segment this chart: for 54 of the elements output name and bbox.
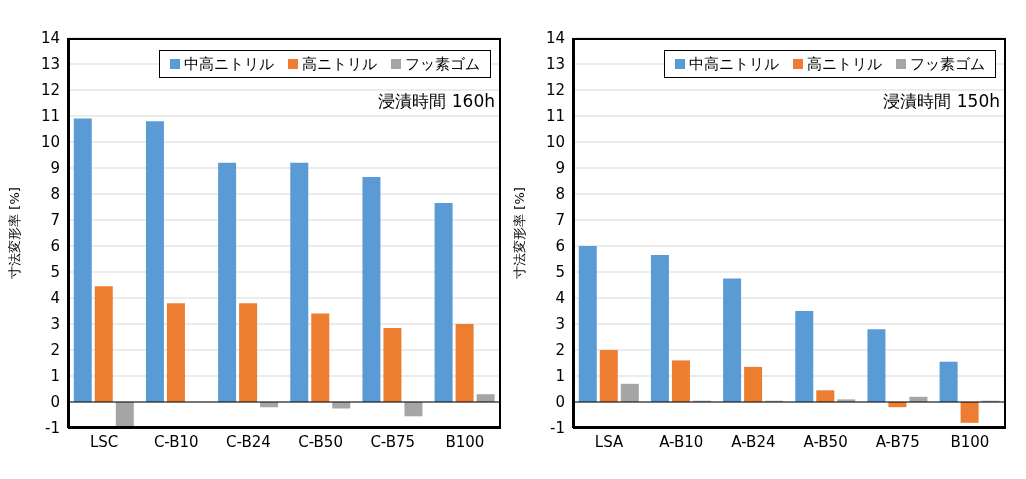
legend-label: 高ニトリル	[301, 54, 377, 74]
y-tick-label: 3	[50, 315, 60, 334]
y-tick-label: 7	[555, 211, 565, 230]
y-tick-label: 12	[545, 81, 565, 100]
y-tick-label: 10	[40, 133, 60, 152]
y-tick-label: 2	[555, 341, 565, 360]
y-tick-label: 6	[50, 237, 60, 256]
y-tick-label: 1	[50, 367, 60, 386]
y-tick-label: 14	[545, 29, 565, 48]
y-axis-title: 寸法変形率 [%]	[511, 187, 527, 279]
y-tick-label: 9	[50, 159, 60, 178]
y-tick-label: 1	[555, 367, 565, 386]
y-tick-label: 5	[50, 263, 60, 282]
y-tick-label: 14	[40, 29, 60, 48]
y-tick-label: 7	[50, 211, 60, 230]
x-tick-label: LSC	[89, 432, 119, 451]
y-tick-label: -1	[550, 419, 565, 438]
annotation: 浸漬時間 150h	[883, 90, 1000, 113]
legend-label: フッ素ゴム	[404, 54, 480, 74]
legend-label: 中高ニトリル	[688, 54, 779, 74]
y-tick-label: 4	[555, 289, 565, 308]
y-tick-label: 10	[545, 133, 565, 152]
y-tick-label: 4	[50, 289, 60, 308]
y-tick-label: 0	[50, 393, 60, 412]
y-tick-label: 11	[40, 107, 60, 126]
y-tick-label: 5	[555, 263, 565, 282]
x-tick-label: A-B75	[875, 432, 920, 451]
x-tick-label: A-B24	[731, 432, 776, 451]
y-tick-label: 13	[40, 55, 60, 74]
y-axis-title: 寸法変形率 [%]	[6, 187, 22, 279]
y-tick-label: 13	[545, 55, 565, 74]
x-tick-label: A-B10	[659, 432, 704, 451]
y-tick-label: 12	[40, 81, 60, 100]
annotation: 浸漬時間 160h	[378, 90, 495, 113]
x-tick-label: B100	[445, 432, 485, 451]
x-tick-label: C-B50	[298, 432, 343, 451]
y-tick-label: 8	[555, 185, 565, 204]
y-tick-label: 8	[50, 185, 60, 204]
y-tick-label: 9	[555, 159, 565, 178]
x-tick-label: LSA	[594, 432, 625, 451]
legend-label: 中高ニトリル	[183, 54, 274, 74]
y-tick-label: 0	[555, 393, 565, 412]
legend-label: フッ素ゴム	[909, 54, 985, 74]
y-tick-label: 11	[545, 107, 565, 126]
y-tick-label: 6	[555, 237, 565, 256]
legend-label: 高ニトリル	[806, 54, 882, 74]
x-tick-label: C-B24	[226, 432, 271, 451]
y-tick-label: 2	[50, 341, 60, 360]
x-tick-label: B100	[950, 432, 990, 451]
x-tick-label: C-B75	[370, 432, 416, 451]
y-tick-label: -1	[45, 419, 60, 438]
y-tick-label: 3	[555, 315, 565, 334]
x-tick-label: A-B50	[803, 432, 848, 451]
x-tick-label: C-B10	[153, 432, 199, 451]
